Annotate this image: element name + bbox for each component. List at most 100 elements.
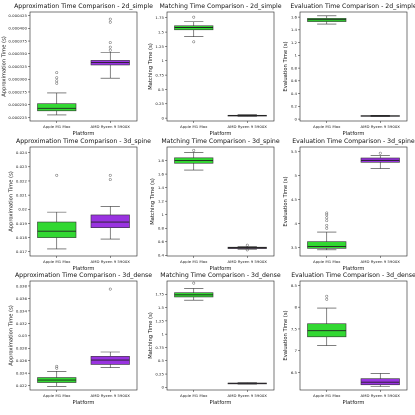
y-tick-label: 1 xyxy=(162,58,165,63)
chart-title: Matching Time Comparison - 3d_spine xyxy=(161,138,279,145)
y-tick-label: 1 xyxy=(162,212,165,217)
y-axis-label: Matching Time (s) xyxy=(148,312,154,359)
iqr-box xyxy=(37,103,77,112)
chart-panel: Approximation Time Comparison - 3d_dense… xyxy=(9,272,153,406)
plot-frame xyxy=(299,11,408,122)
y-tick-label: 0.034 xyxy=(16,308,28,313)
y-tick-label: 5 xyxy=(295,173,298,178)
box-apple xyxy=(174,148,214,171)
chart-title: Matching Time Comparison - 3d_dense xyxy=(160,272,281,279)
outlier-point xyxy=(108,20,112,24)
y-tick-label: 0.021 xyxy=(16,193,28,198)
outlier-point xyxy=(192,15,196,19)
outlier-point xyxy=(108,45,112,49)
y-tick-label: 7 xyxy=(295,348,298,353)
y-tick-label: 0.2 xyxy=(291,104,298,109)
x-tick-label: Apple M1 Max xyxy=(313,393,341,398)
x-tick-label: AMD Ryzen 9 5900X xyxy=(91,393,131,398)
x-tick-label: AMD Ryzen 9 5900X xyxy=(361,259,401,264)
x-axis-label: Platform xyxy=(73,131,95,137)
chart-panel: Evaluation Time Comparison - 3d_dense 6.5… xyxy=(283,272,415,406)
y-tick-label: 1.8 xyxy=(158,158,165,163)
outlier-point xyxy=(108,41,112,44)
box-amd xyxy=(90,287,130,368)
outlier-point xyxy=(325,216,329,220)
outlier-point xyxy=(325,226,329,230)
iqr-box xyxy=(37,221,77,238)
y-tick-label: 0.4 xyxy=(158,253,165,258)
outlier-point xyxy=(55,173,59,177)
y-tick-label: 0.25 xyxy=(155,371,164,376)
outlier-point xyxy=(378,151,382,155)
y-tick-label: 0.022 xyxy=(16,178,28,183)
y-tick-label: 1.25 xyxy=(155,318,164,323)
y-tick-label: 1.5 xyxy=(158,29,165,34)
y-tick-label: 1.75 xyxy=(155,292,164,297)
outlier-point xyxy=(325,297,329,301)
y-tick-label: 0.000225 xyxy=(8,115,27,120)
iqr-box xyxy=(307,241,347,249)
y-tick-label: 0 xyxy=(162,385,165,390)
box-amd xyxy=(227,382,267,385)
y-tick-label: 1.4 xyxy=(158,185,165,190)
y-tick-label: 5.5 xyxy=(291,149,298,154)
box-apple xyxy=(307,294,347,346)
y-tick-label: 0.6 xyxy=(158,239,165,244)
y-tick-label: 0.024 xyxy=(16,150,28,155)
y-tick-label: 0.018 xyxy=(16,235,28,240)
outlier-point xyxy=(55,81,59,85)
x-tick-label: Apple M1 Max xyxy=(180,259,208,264)
box-amd xyxy=(90,173,130,240)
outlier-point xyxy=(55,79,59,83)
x-tick-label: AMD Ryzen 9 5900X xyxy=(228,124,268,129)
outlier-point xyxy=(245,243,249,247)
box-amd xyxy=(90,17,130,79)
y-tick-label: 6.5 xyxy=(291,370,298,375)
y-tick-label: 8.5 xyxy=(291,283,298,288)
x-tick-label: Apple M1 Max xyxy=(180,124,208,129)
x-axis-label: Platform xyxy=(210,400,232,406)
x-tick-label: AMD Ryzen 9 5900X xyxy=(361,393,401,398)
y-axis-label: Evaluation Time (s) xyxy=(283,310,289,360)
x-tick-label: AMD Ryzen 9 5900X xyxy=(91,259,131,264)
plot-frame xyxy=(166,146,275,257)
y-tick-label: 0.5 xyxy=(158,87,165,92)
chart-title: Approximation Time Comparison - 3d_spine xyxy=(16,138,151,145)
y-axis-label: Approximation Time (s) xyxy=(2,36,8,97)
y-axis-label: Evaluation Time (s) xyxy=(283,176,289,226)
y-tick-label: 0.023 xyxy=(16,164,28,169)
outlier-point xyxy=(108,287,112,291)
y-tick-label: 0.75 xyxy=(155,73,164,78)
outlier-point xyxy=(108,48,112,52)
chart-title: Approximation Time Comparison - 2d_simpl… xyxy=(14,3,153,10)
outlier-point xyxy=(55,71,59,75)
outlier-point xyxy=(108,173,112,177)
outlier-point xyxy=(245,248,249,252)
y-tick-label: 0.032 xyxy=(16,321,28,326)
y-tick-label: 1.5 xyxy=(158,305,165,310)
chart-panel: Approximation Time Comparison - 3d_spine… xyxy=(9,138,152,272)
chart-title: Evaluation Time Comparison - 2d_simple xyxy=(290,3,415,10)
y-tick-label: 0.8 xyxy=(158,226,165,231)
plot-frame xyxy=(166,280,275,391)
y-tick-label: 0.000300 xyxy=(8,77,27,82)
x-tick-label: Apple M1 Max xyxy=(180,393,208,398)
y-tick-label: 0.4 xyxy=(291,91,298,96)
box-apple xyxy=(307,15,347,25)
y-tick-label: 4 xyxy=(295,221,298,226)
y-tick-label: 0.02 xyxy=(18,207,27,212)
y-tick-label: 0.000275 xyxy=(8,89,27,94)
y-tick-label: 0.5 xyxy=(158,358,165,363)
plot-frame xyxy=(29,146,138,257)
y-axis-label: Approximation Time (s) xyxy=(9,305,15,366)
y-tick-label: 0.75 xyxy=(155,345,164,350)
plot-frame xyxy=(299,146,408,257)
y-tick-label: 0.019 xyxy=(16,221,28,226)
y-tick-label: 1.2 xyxy=(291,40,298,45)
x-tick-label: Apple M1 Max xyxy=(43,124,71,129)
box-amd xyxy=(360,373,400,387)
y-tick-label: 1.75 xyxy=(155,15,164,20)
x-axis-label: Platform xyxy=(210,266,232,272)
outlier-point xyxy=(325,219,329,223)
